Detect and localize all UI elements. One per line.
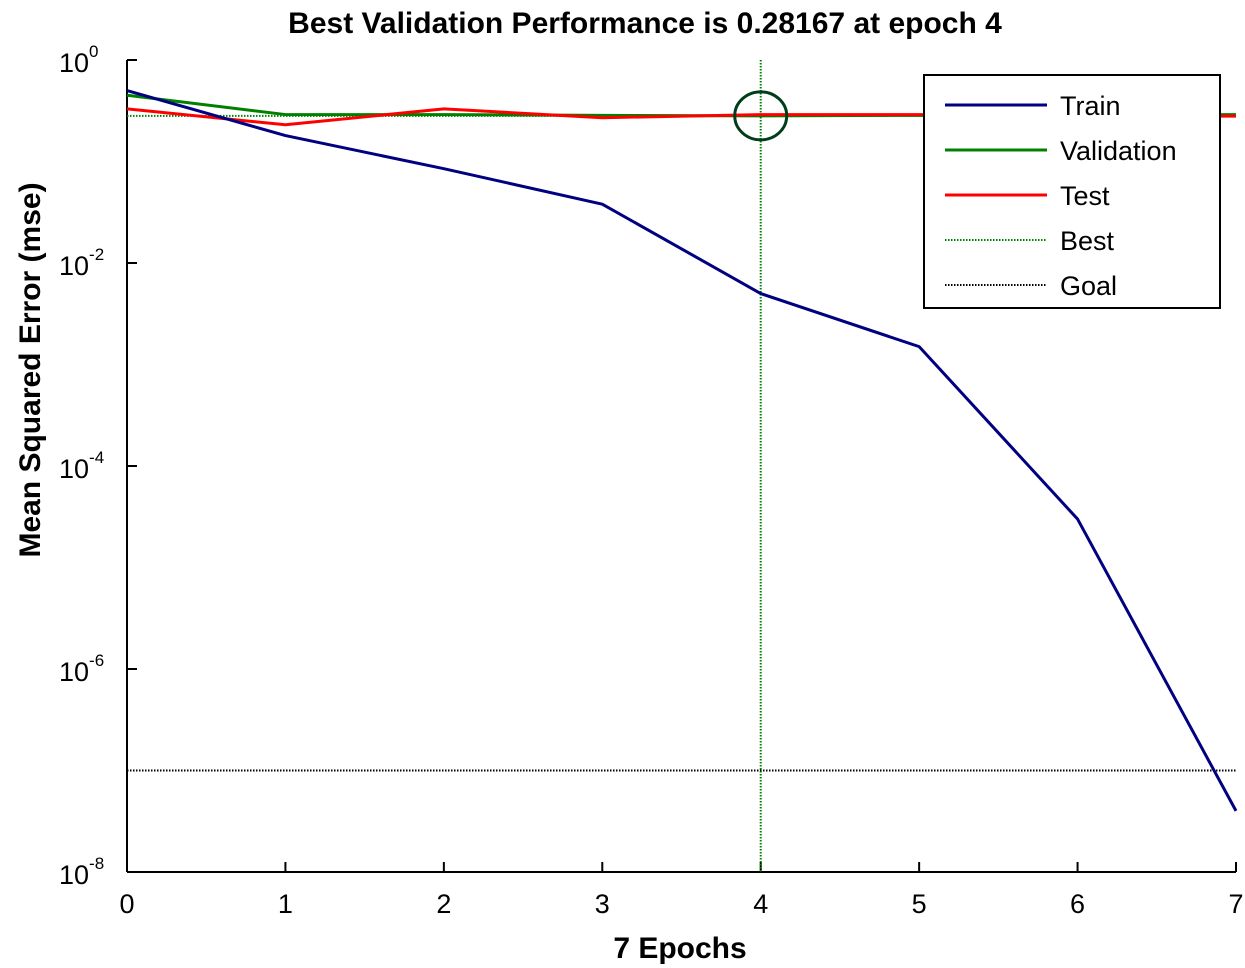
legend-box (923, 74, 1221, 309)
legend-label-validation: Validation (1060, 136, 1177, 166)
y-tick-label: 100 (59, 42, 99, 78)
x-tick-label: 4 (753, 889, 768, 919)
x-tick-label: 5 (912, 889, 927, 919)
x-tick-label: 7 (1228, 889, 1243, 919)
x-tick-label: 2 (436, 889, 451, 919)
x-tick-label: 3 (595, 889, 610, 919)
legend-label-test: Test (1060, 181, 1110, 211)
y-axis-label: Mean Squared Error (mse) (14, 182, 47, 557)
best-marker-group (733, 90, 789, 142)
y-tick-label: 10-2 (59, 245, 104, 281)
y-tick-label: 10-8 (59, 854, 104, 890)
legend-label-best: Best (1060, 226, 1115, 256)
legend-label-train: Train (1060, 91, 1121, 121)
series-line-train (126, 89, 1238, 812)
y-ticks: 100 10-2 10-4 10-6 10-8 (59, 42, 137, 890)
chart-title: Best Validation Performance is 0.28167 a… (288, 7, 1002, 40)
legend-label-goal: Goal (1060, 271, 1117, 301)
y-tick-label: 10-6 (59, 651, 104, 687)
legend: Train Validation Test Best Goal (923, 74, 1221, 309)
best-point-marker (733, 90, 789, 142)
y-tick-label: 10-4 (59, 448, 104, 484)
x-ticks: 0 1 2 3 4 5 6 7 (119, 862, 1244, 919)
x-axis-label: 7 Epochs (613, 932, 746, 965)
x-tick-label: 0 (119, 889, 134, 919)
x-tick-label: 6 (1070, 889, 1085, 919)
x-tick-label: 1 (278, 889, 293, 919)
